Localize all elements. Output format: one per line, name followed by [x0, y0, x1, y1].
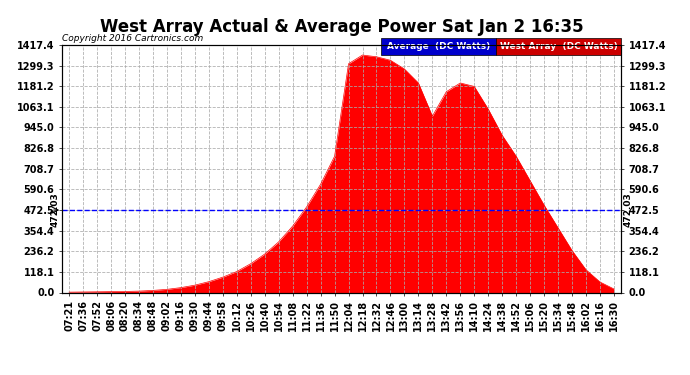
Title: West Array Actual & Average Power Sat Jan 2 16:35: West Array Actual & Average Power Sat Ja… — [100, 18, 583, 36]
Text: Copyright 2016 Cartronics.com: Copyright 2016 Cartronics.com — [62, 33, 204, 42]
Text: 472.03: 472.03 — [50, 193, 59, 228]
Text: 472.03: 472.03 — [624, 193, 633, 228]
